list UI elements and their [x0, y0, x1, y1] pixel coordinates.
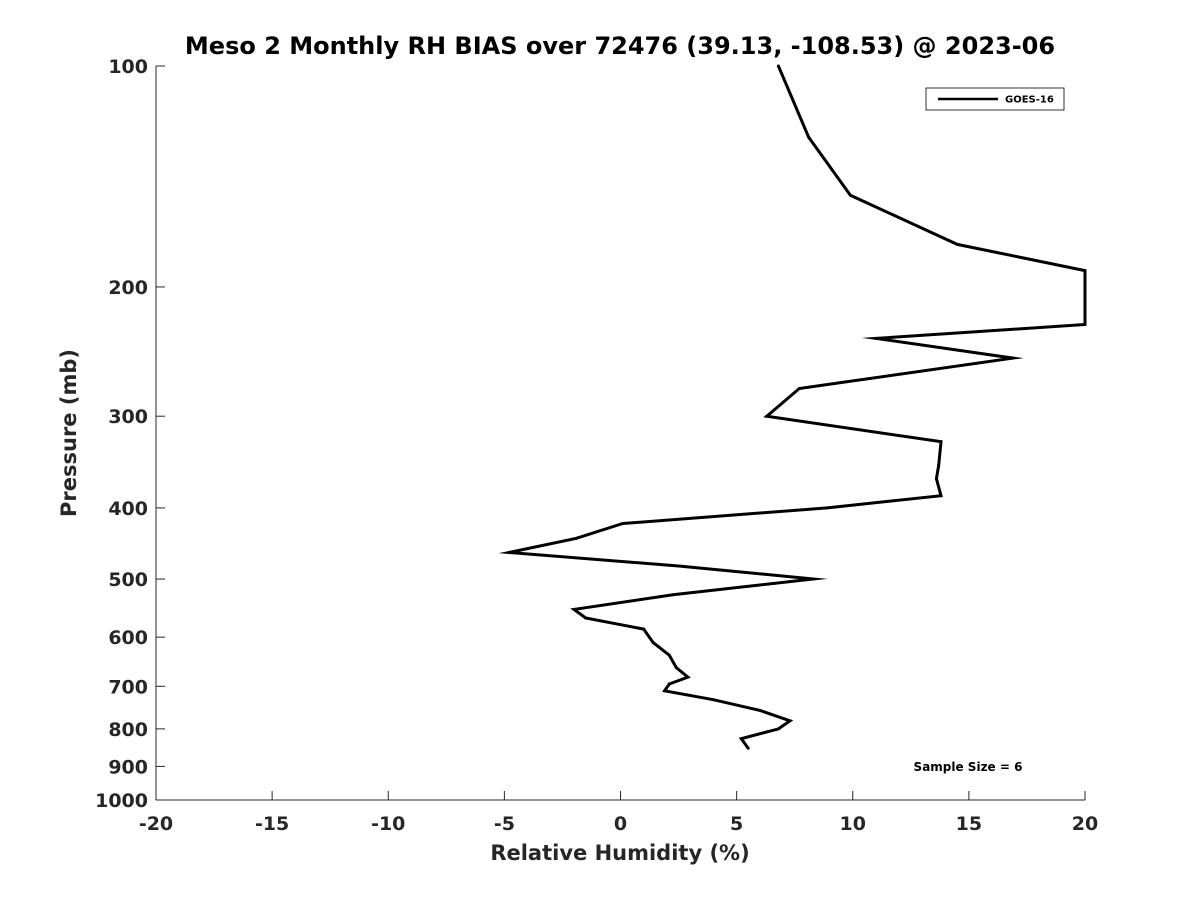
x-tick-label: 15 [956, 813, 982, 835]
y-tick-label: 600 [108, 627, 148, 649]
x-axis-ticks: -20 -15 -10 -5 0 5 10 15 20 [139, 791, 1098, 835]
data-point [1011, 356, 1015, 360]
data-point [807, 135, 811, 139]
data-point [674, 666, 678, 669]
data-point [739, 737, 743, 741]
data-point [848, 193, 852, 197]
series-layer [498, 64, 1087, 750]
x-tick-label: -10 [371, 813, 405, 835]
data-point [874, 336, 878, 340]
data-point [825, 506, 829, 510]
x-axis-label: Relative Humidity (%) [490, 841, 749, 865]
x-tick-label: 20 [1072, 813, 1098, 835]
y-tick-label: 300 [108, 406, 148, 428]
series-line-goes-16 [498, 65, 1087, 750]
data-point [797, 387, 801, 390]
x-tick-label: -15 [255, 813, 289, 835]
data-point [937, 463, 941, 467]
data-point [584, 616, 588, 620]
data-point [776, 727, 780, 731]
x-tick-label: 5 [730, 813, 743, 835]
x-tick-label: -5 [494, 813, 515, 835]
y-tick-label: 200 [108, 277, 148, 299]
data-point [507, 551, 511, 554]
data-point [667, 682, 671, 686]
data-point [663, 689, 667, 693]
data-point [574, 536, 578, 540]
y-tick-label: 800 [108, 719, 148, 741]
data-point [934, 477, 938, 481]
x-tick-label: 10 [840, 813, 866, 835]
data-point [758, 708, 762, 712]
y-tick-label: 100 [108, 56, 148, 78]
data-point [642, 627, 646, 631]
data-point [788, 719, 792, 723]
data-point [1083, 323, 1087, 326]
data-point [711, 698, 715, 702]
data-point [811, 577, 815, 581]
legend: GOES-16 [925, 87, 1065, 111]
x-tick-label: 0 [614, 813, 627, 835]
y-tick-label: 900 [108, 756, 148, 778]
data-point [955, 242, 959, 246]
legend-label: GOES-16 [1005, 95, 1054, 106]
data-point [776, 64, 780, 68]
y-tick-label: 400 [108, 498, 148, 520]
y-tick-label: 500 [108, 569, 148, 591]
data-point [677, 564, 681, 568]
data-point [765, 414, 769, 418]
data-point [939, 494, 943, 498]
sample-size-annotation: Sample Size = 6 [914, 760, 1023, 774]
data-point [939, 440, 943, 444]
data-point [1083, 269, 1087, 273]
data-point [621, 522, 625, 525]
y-axis-label: Pressure (mb) [57, 349, 81, 517]
y-axis-ticks: 100 200 300 400 500 600 700 800 900 1000 [95, 56, 165, 812]
plot-area [156, 66, 1085, 800]
data-point [672, 593, 676, 597]
y-tick-label: 1000 [95, 790, 148, 812]
chart-title: Meso 2 Monthly RH BIAS over 72476 (39.13… [185, 32, 1055, 60]
data-point [746, 746, 750, 750]
y-tick-label: 700 [108, 676, 148, 698]
data-point [572, 607, 576, 611]
data-point [651, 640, 655, 644]
x-tick-label: -20 [139, 813, 173, 835]
data-point [686, 675, 690, 679]
data-point [667, 653, 671, 657]
